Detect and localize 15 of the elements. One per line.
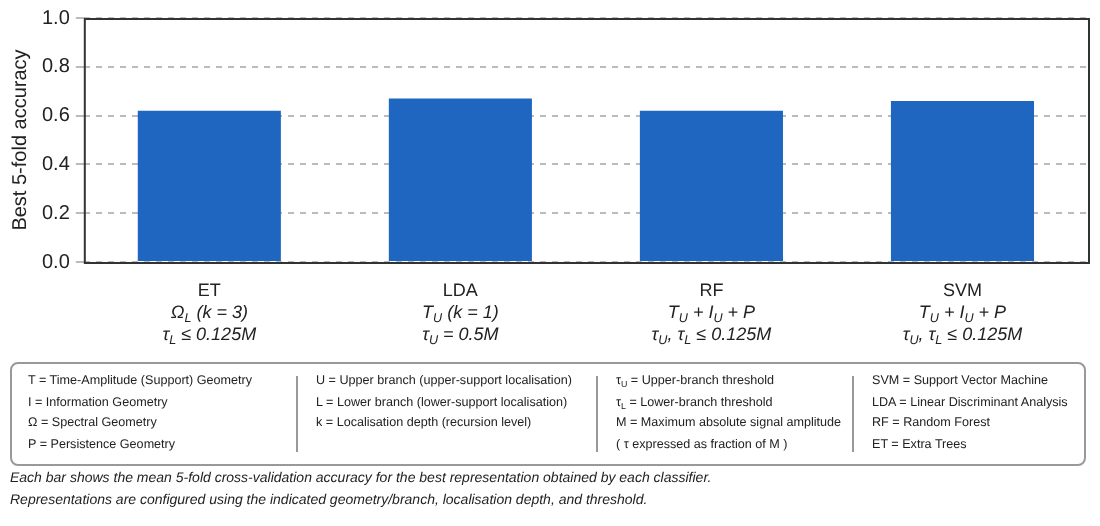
y-tick-label: 0.6 — [41, 105, 71, 128]
bar — [137, 110, 281, 261]
y-tick-label: 0.8 — [41, 56, 71, 79]
category-label: SVM T$_{U}$ + I$_{U}$ + P τ$_{U}$, τ$_{L}$ ≤ 0.125M — [902, 280, 1023, 348]
y-tick-label: 0.0 — [41, 251, 71, 274]
y-tick-label: 1.0 — [41, 7, 71, 30]
y-tick-label: 0.4 — [41, 153, 71, 176]
y-tick-label: 0.2 — [41, 202, 71, 225]
category-label: ET Ω$_{L}$ (k = 3) τ$_{L}$ ≤ 0.125M — [162, 280, 257, 348]
bar — [639, 110, 783, 261]
x-tick-label: LDA T$_{U}$ (k = 1) τ$_{U}$ = 0.5M — [420, 280, 501, 348]
y-axis-title: Best 5-fold accuracy — [9, 49, 32, 231]
category-label: RF T$_{U}$ + I$_{U}$ + P τ$_{U}$, τ$_{L}$ ≤ 0.125M — [651, 280, 772, 348]
bar — [388, 98, 532, 261]
bar — [890, 100, 1035, 261]
